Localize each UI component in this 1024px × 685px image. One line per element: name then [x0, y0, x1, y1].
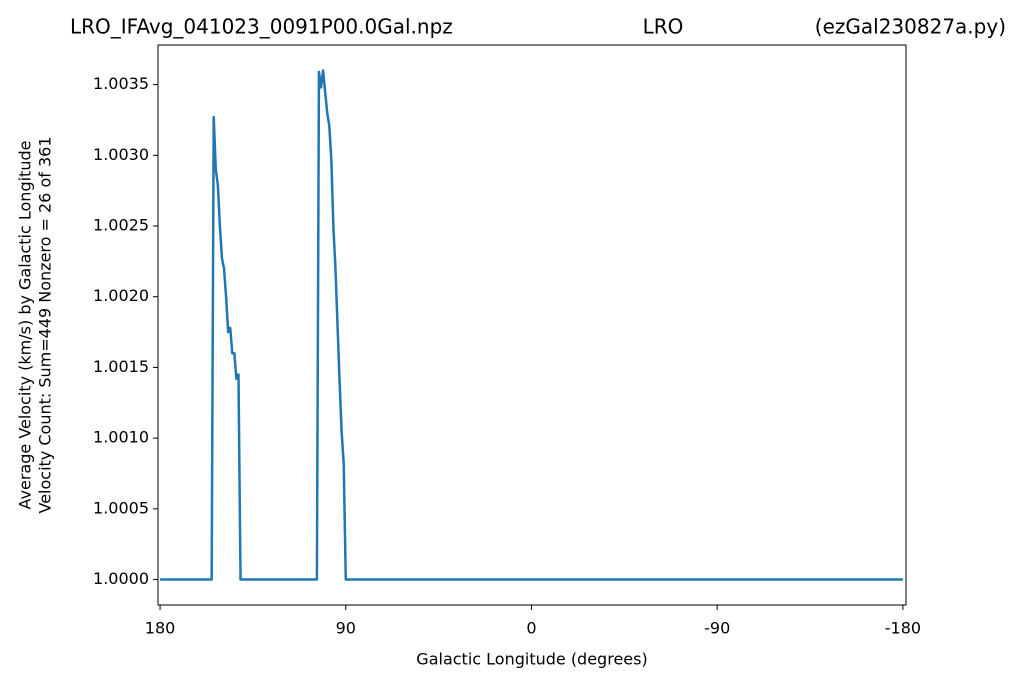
y-tick-label: 1.0035	[93, 74, 149, 93]
y-axis-label: Average Velocity (km/s) by Galactic Long…	[16, 141, 35, 510]
x-tick-label: -180	[885, 619, 921, 638]
y-axis-label: Velocity Count: Sum=449 Nonzero = 26 of …	[36, 137, 55, 514]
data-line	[160, 69, 903, 581]
x-axis-label: Galactic Longitude (degrees)	[416, 650, 647, 669]
x-tick-label: 180	[145, 619, 176, 638]
x-tick-label: 90	[336, 619, 356, 638]
plot-frame	[157, 44, 907, 606]
chart-title-right: (ezGal230827a.py)	[815, 15, 1006, 39]
y-tick-label: 1.0015	[93, 357, 149, 376]
y-tick-label: 1.0000	[93, 569, 149, 588]
chart-title: LRO	[643, 15, 684, 39]
chart-title-left: LRO_IFAvg_041023_0091P00.0Gal.npz	[70, 15, 453, 39]
x-tick-label: -90	[704, 619, 730, 638]
y-tick-label: 1.0010	[93, 428, 149, 447]
y-tick-label: 1.0020	[93, 286, 149, 305]
y-tick-label: 1.0025	[93, 216, 149, 235]
y-tick-label: 1.0005	[93, 498, 149, 517]
x-tick-label: 0	[526, 619, 536, 638]
y-tick-label: 1.0030	[93, 145, 149, 164]
